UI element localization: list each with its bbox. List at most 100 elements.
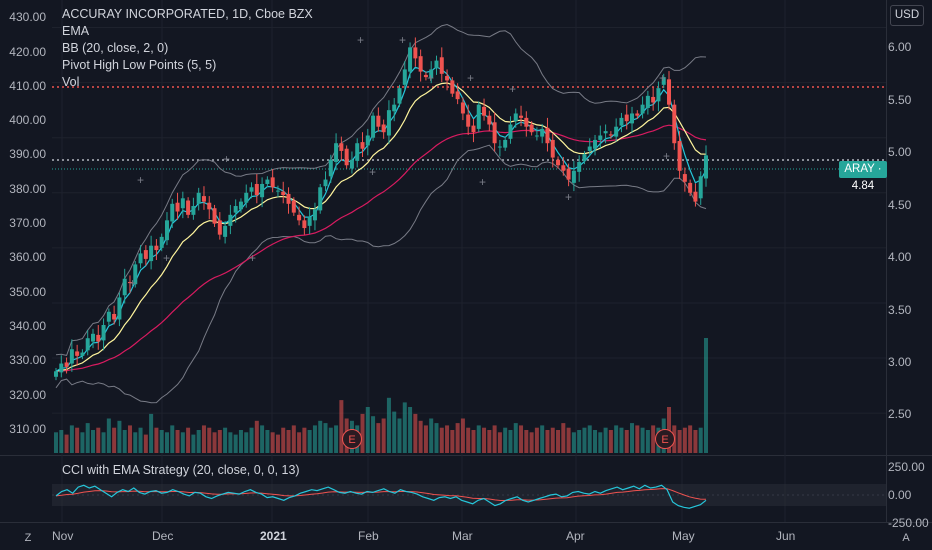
candle-body xyxy=(228,214,233,226)
candle-body xyxy=(334,143,339,162)
pivot-high-marker: + xyxy=(399,33,406,47)
left-axis-label: 360.00 xyxy=(9,250,46,264)
chart-legend: ACCURAY INCORPORATED, 1D, Cboe BZX EMA B… xyxy=(62,6,313,91)
candle-body xyxy=(286,193,291,204)
volume-bar xyxy=(127,425,132,453)
cci-line xyxy=(55,484,707,509)
volume-bar xyxy=(571,432,576,453)
candle-body xyxy=(281,191,286,195)
candle-body xyxy=(371,115,376,138)
candle-body xyxy=(260,183,265,198)
candle-body xyxy=(603,131,608,134)
volume-bar xyxy=(328,427,333,453)
candle-body xyxy=(96,334,101,342)
volume-bar xyxy=(529,432,534,453)
volume-bar xyxy=(64,434,69,453)
candle-body xyxy=(323,179,328,187)
candle-body xyxy=(672,104,677,144)
volume-bar xyxy=(196,430,201,453)
volume-bar xyxy=(112,427,117,453)
legend-title[interactable]: ACCURAY INCORPORATED, 1D, Cboe BZX xyxy=(62,7,313,21)
left-axis-label: 420.00 xyxy=(9,45,46,59)
left-axis-label: 380.00 xyxy=(9,182,46,196)
candle-body xyxy=(59,363,64,373)
volume-bar xyxy=(376,423,381,453)
pivot-high-marker: + xyxy=(659,71,666,85)
candle-body xyxy=(233,206,238,213)
candle-body xyxy=(482,106,487,116)
volume-bar xyxy=(445,425,450,453)
volume-bar xyxy=(677,430,682,453)
volume-bar xyxy=(133,432,138,453)
volume-bar xyxy=(186,427,191,453)
left-axis-label: 340.00 xyxy=(9,319,46,333)
bollinger-upper-line xyxy=(55,23,707,356)
auto-scale-icon[interactable]: A xyxy=(902,532,910,544)
candle-body xyxy=(223,225,228,237)
candle-body xyxy=(127,282,132,284)
candle-body xyxy=(122,278,127,296)
candle-body xyxy=(688,182,693,193)
cci-legend[interactable]: CCI with EMA Strategy (20, close, 0, 0, … xyxy=(62,463,300,477)
candle-body xyxy=(207,202,212,210)
legend-pivot[interactable]: Pivot High Low Points (5, 5) xyxy=(62,58,217,72)
volume-bar xyxy=(455,423,460,453)
left-axis-label: 410.00 xyxy=(9,79,46,93)
ema-fast-line xyxy=(55,66,707,372)
volume-bar xyxy=(312,425,317,453)
volume-bar xyxy=(238,430,243,453)
candle-body xyxy=(180,198,185,209)
pivot-low-marker: + xyxy=(369,165,376,179)
legend-bb[interactable]: BB (20, close, 2, 0) xyxy=(62,41,169,55)
volume-bar xyxy=(371,416,376,453)
candle-body xyxy=(164,220,169,241)
right-axis-label: 3.50 xyxy=(888,303,912,317)
volume-bar xyxy=(497,432,502,453)
currency-button[interactable]: USD xyxy=(890,5,924,26)
volume-bar xyxy=(693,430,698,453)
candle-body xyxy=(587,146,592,151)
candle-body xyxy=(619,117,624,126)
candle-body xyxy=(656,88,661,102)
candle-body xyxy=(630,113,635,124)
volume-bar xyxy=(471,430,476,453)
volume-bar xyxy=(397,418,402,453)
candle-body xyxy=(534,135,539,137)
volume-bar xyxy=(307,430,312,453)
candle-body xyxy=(661,77,666,85)
candle-body xyxy=(159,236,164,248)
earnings-badge[interactable]: E xyxy=(342,429,362,449)
x-axis-label: May xyxy=(672,529,695,543)
volume-bar xyxy=(434,423,439,453)
volume-bar xyxy=(170,425,175,453)
volume-bar xyxy=(212,432,217,453)
candle-body xyxy=(212,208,217,224)
candle-body xyxy=(698,176,703,199)
volume-bar xyxy=(561,423,566,453)
volume-bar xyxy=(651,425,656,453)
legend-vol[interactable]: Vol xyxy=(62,75,80,89)
candle-body xyxy=(524,117,529,127)
candle-body xyxy=(571,170,576,183)
volume-bar xyxy=(149,413,154,453)
left-axis-label: 350.00 xyxy=(9,285,46,299)
candle-body xyxy=(392,104,397,112)
candle-body xyxy=(402,69,407,85)
volume-bar xyxy=(191,434,196,453)
candle-body xyxy=(593,139,598,149)
candle-body xyxy=(297,214,302,221)
candle-body xyxy=(238,201,243,210)
volume-bar xyxy=(386,397,391,453)
candle-body xyxy=(386,110,391,136)
volume-bar xyxy=(101,432,106,453)
legend-ema[interactable]: EMA xyxy=(62,24,90,38)
timezone-icon[interactable]: Z xyxy=(24,532,32,544)
candle-body xyxy=(529,124,534,133)
x-axis-label: Apr xyxy=(566,529,585,543)
candle-body xyxy=(112,313,117,320)
volume-bar xyxy=(175,430,180,453)
candle-body xyxy=(460,102,465,114)
volume-bar xyxy=(90,430,95,453)
earnings-badge[interactable]: E xyxy=(655,429,675,449)
